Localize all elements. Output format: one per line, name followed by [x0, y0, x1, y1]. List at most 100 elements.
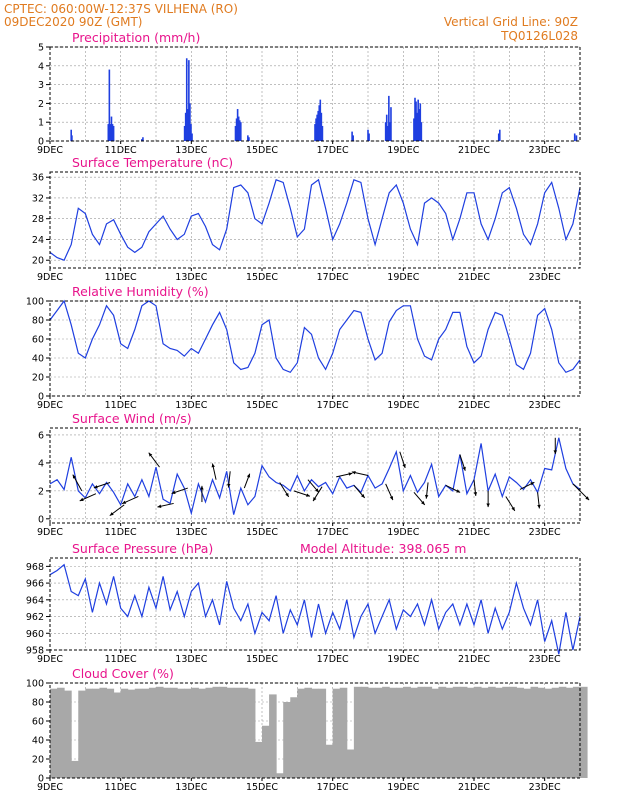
precip-bar: [184, 112, 187, 141]
cloud-bar: [262, 725, 270, 778]
cloud-bar: [537, 687, 546, 778]
y-tick-label: 968: [26, 562, 44, 573]
x-tick-label: 17DEC: [317, 272, 349, 283]
panel-frame: [49, 171, 581, 269]
wind-vector-head: [424, 494, 429, 499]
y-tick-label: 100: [26, 679, 44, 690]
cloud-bar: [254, 741, 263, 778]
precip-bar: [389, 122, 391, 141]
cloud-bar: [459, 686, 468, 778]
precip-bar: [190, 124, 192, 141]
cloud-bar: [191, 687, 199, 778]
cloud-bar: [332, 688, 341, 778]
y-tick-label: 60: [32, 717, 44, 728]
precip-bar: [189, 103, 191, 141]
cloud-bar: [177, 688, 185, 778]
x-tick-label: 9DEC: [37, 145, 63, 156]
x-tick-label: 15DEC: [246, 527, 278, 538]
wind-vector-head: [389, 496, 393, 501]
series-line: [49, 437, 581, 516]
cloud-bar: [134, 688, 143, 778]
precip-bar: [141, 139, 143, 141]
cloud-bar: [410, 687, 418, 778]
x-tick-label: 13DEC: [175, 782, 207, 793]
panel-frame: [49, 46, 581, 142]
cloud-bar: [198, 688, 206, 778]
wind-vector-head: [462, 466, 466, 471]
precip-bar: [318, 105, 321, 141]
cloud-bar: [481, 687, 489, 778]
precip-bar: [414, 97, 416, 141]
precip-bar: [185, 58, 188, 141]
x-tick-label: 23DEC: [529, 145, 561, 156]
cloud-bar: [565, 687, 574, 778]
cloud-bar: [276, 773, 284, 778]
precip-bar: [420, 122, 423, 141]
cloud-bar: [396, 687, 404, 778]
precip-bar: [415, 101, 417, 141]
precip-bar: [386, 125, 389, 141]
cloud-bar: [438, 686, 447, 778]
cloud-bar: [304, 687, 312, 778]
cloud-bar: [551, 687, 560, 778]
cloud-bar: [71, 760, 79, 778]
y-tick-label: 4: [38, 458, 44, 469]
wind-vector-head: [456, 489, 461, 493]
cloud-bar: [424, 686, 433, 778]
wind-vector-head: [361, 494, 365, 498]
x-tick-label: 13DEC: [175, 654, 207, 665]
cloud-bar: [580, 686, 588, 778]
y-tick-label: 80: [32, 698, 44, 709]
precip-bar: [108, 69, 111, 141]
panel-title: Cloud Cover (%): [72, 666, 174, 681]
y-tick-label: 36: [32, 173, 44, 184]
cloud-bar: [318, 688, 327, 778]
y-tick-label: 0: [38, 392, 44, 403]
x-tick-label: 9DEC: [37, 782, 63, 793]
x-tick-label: 21DEC: [458, 145, 490, 156]
header-grid-note: Vertical Grid Line: 90Z: [444, 15, 578, 29]
precip-bar: [188, 60, 190, 141]
cloud-bar: [120, 688, 129, 778]
y-tick-label: 0: [38, 774, 44, 785]
precip-bar: [247, 135, 249, 141]
panel-1: Precipitation (mm/h) 0 1 2 3 4 5 9DEC 11DEC 13DEC…: [37, 30, 581, 156]
cloud-bar: [523, 688, 532, 778]
precip-bar: [107, 124, 110, 141]
y-tick-label: 24: [32, 235, 44, 246]
y-tick-label: 20: [32, 755, 44, 766]
y-tick-label: 0: [38, 514, 44, 525]
x-tick-label: 11DEC: [105, 400, 137, 411]
wind-vector-head: [315, 488, 319, 493]
x-tick-label: 15DEC: [246, 272, 278, 283]
series-line: [49, 563, 581, 655]
cloud-bar: [219, 686, 228, 778]
y-tick-label: 1: [38, 118, 44, 129]
cloud-bar: [466, 687, 475, 778]
x-tick-label: 19DEC: [387, 654, 419, 665]
panel-title: Precipitation (mm/h): [72, 30, 200, 45]
x-tick-label: 13DEC: [175, 272, 207, 283]
precip-bar: [317, 110, 319, 141]
panel-frame: [49, 300, 581, 397]
wind-vector-head: [285, 492, 289, 497]
cloud-bar: [516, 687, 524, 778]
precip-bar: [367, 129, 369, 141]
panel-frame: [49, 557, 581, 651]
x-tick-label: 13DEC: [175, 400, 207, 411]
y-tick-label: 5: [38, 43, 44, 54]
x-tick-label: 21DEC: [458, 400, 490, 411]
panel-3: Relative Humidity (%) 0 20 40 60 80 100 9DEC 11D…: [26, 284, 581, 411]
cloud-bar: [57, 687, 65, 778]
cloud-bar: [495, 687, 503, 778]
wind-vector-head: [246, 473, 251, 478]
panel-2: Surface Temperature (nC) 20 24 28 32 36 9DEC 11…: [32, 155, 581, 283]
precip-bar: [236, 109, 239, 141]
header-run-time: 09DEC2020 90Z (GMT): [4, 15, 142, 29]
y-tick-label: 958: [26, 646, 44, 657]
cloud-bar: [445, 687, 454, 778]
cloud-bar: [226, 687, 235, 778]
wind-vector-head: [421, 500, 425, 505]
cloud-bar: [240, 687, 249, 778]
wind-vector-head: [72, 474, 77, 479]
